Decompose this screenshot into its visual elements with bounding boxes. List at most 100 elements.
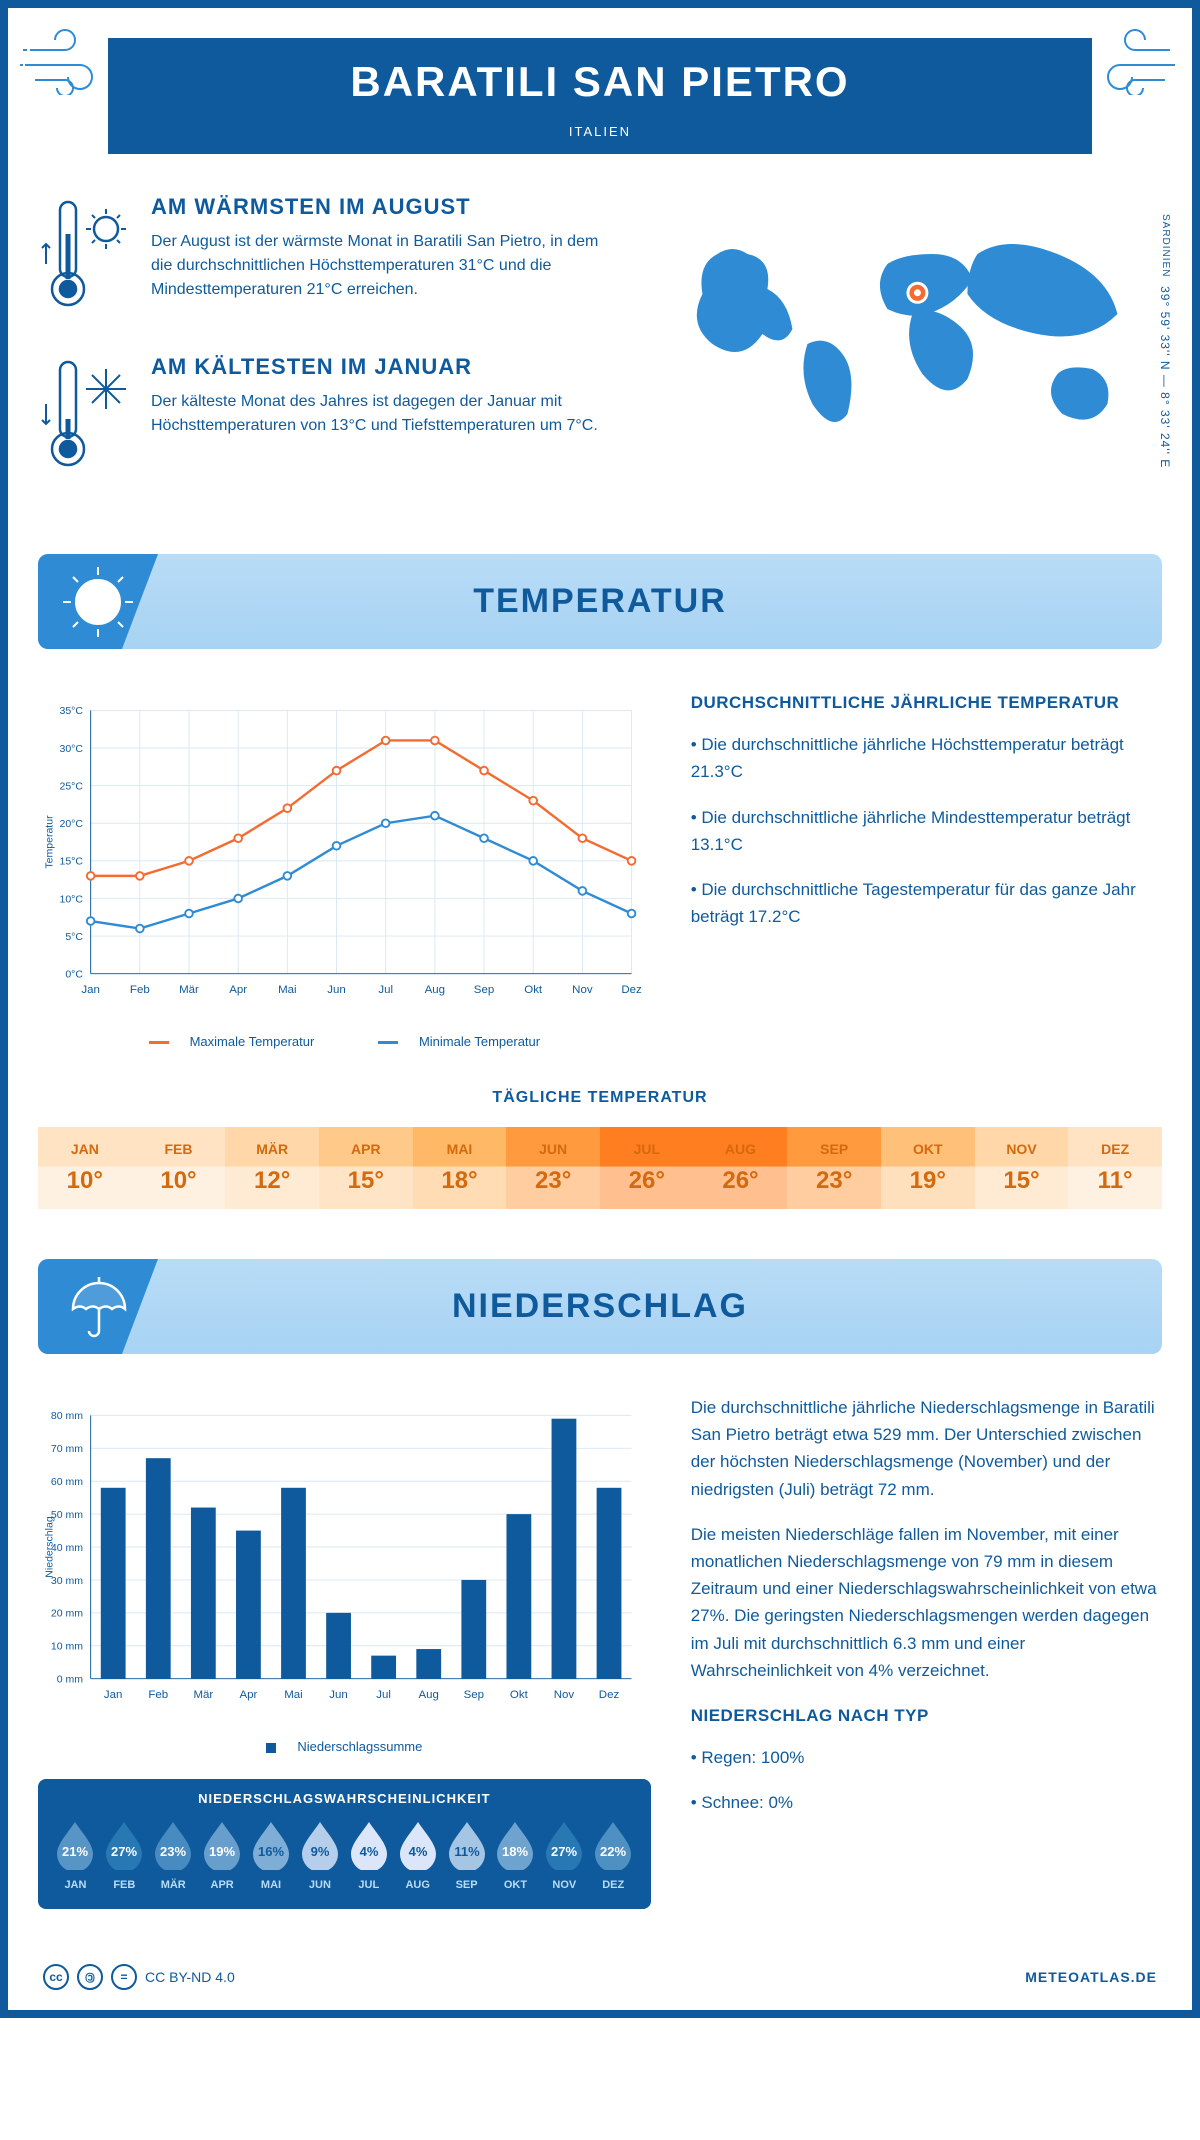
svg-text:Dez: Dez [621, 984, 642, 996]
svg-text:Mai: Mai [278, 984, 296, 996]
svg-text:10 mm: 10 mm [51, 1641, 83, 1653]
svg-text:16%: 16% [258, 1844, 284, 1859]
country-label: ITALIEN [108, 124, 1092, 139]
svg-text:Okt: Okt [510, 1689, 529, 1701]
umbrella-icon [38, 1259, 158, 1354]
svg-text:Aug: Aug [419, 1689, 439, 1701]
svg-text:Jun: Jun [329, 1689, 347, 1701]
world-map: SARDINIEN 39° 59' 33'' N — 8° 33' 24'' E [653, 194, 1162, 514]
svg-text:Feb: Feb [148, 1689, 168, 1701]
svg-text:15°C: 15°C [59, 856, 83, 868]
svg-text:23%: 23% [160, 1844, 186, 1859]
svg-text:20 mm: 20 mm [51, 1608, 83, 1620]
drop-cell: 27%FEB [102, 1818, 147, 1891]
daily-cell: FEB10° [132, 1127, 226, 1209]
precip-legend: Niederschlagssumme [38, 1739, 651, 1754]
svg-text:60 mm: 60 mm [51, 1476, 83, 1488]
temp-chart-legend: Maximale Temperatur Minimale Temperatur [38, 1034, 651, 1049]
drop-cell: 4%JUL [346, 1818, 391, 1891]
wind-icon-right [1080, 25, 1180, 95]
svg-text:40 mm: 40 mm [51, 1542, 83, 1554]
svg-text:80 mm: 80 mm [51, 1410, 83, 1422]
drop-cell: 16%MAI [249, 1818, 294, 1891]
svg-text:Dez: Dez [599, 1689, 620, 1701]
svg-text:Jan: Jan [104, 1689, 123, 1701]
svg-text:22%: 22% [600, 1844, 626, 1859]
daily-cell: MAI18° [413, 1127, 507, 1209]
svg-text:Apr: Apr [229, 984, 247, 996]
temp-text-title: DURCHSCHNITTLICHE JÄHRLICHE TEMPERATUR [691, 689, 1162, 716]
daily-cell: AUG26° [694, 1127, 788, 1209]
temperature-line-chart: 0°C5°C10°C15°C20°C25°C30°C35°CJanFebMärA… [38, 689, 651, 1049]
warmest-text: Der August ist der wärmste Monat in Bara… [151, 230, 623, 302]
daily-cell: DEZ11° [1068, 1127, 1162, 1209]
svg-text:Apr: Apr [239, 1689, 257, 1701]
svg-text:20°C: 20°C [59, 818, 83, 830]
svg-text:Jul: Jul [376, 1689, 391, 1701]
svg-text:Jan: Jan [81, 984, 99, 996]
drop-cell: 21%JAN [53, 1818, 98, 1891]
svg-text:70 mm: 70 mm [51, 1443, 83, 1455]
svg-text:Aug: Aug [425, 984, 445, 996]
svg-text:9%: 9% [310, 1844, 329, 1859]
precip-type-title: NIEDERSCHLAG NACH TYP [691, 1702, 1162, 1729]
precip-probability-panel: NIEDERSCHLAGSWAHRSCHEINLICHKEIT 21%JAN27… [38, 1779, 651, 1909]
svg-text:Mär: Mär [193, 1689, 213, 1701]
daily-cell: JUN23° [506, 1127, 600, 1209]
coordinates: SARDINIEN 39° 59' 33'' N — 8° 33' 24'' E [1158, 214, 1172, 468]
daily-cell: APR15° [319, 1127, 413, 1209]
intro-row: AM WÄRMSTEN IM AUGUST Der August ist der… [38, 194, 1162, 514]
svg-text:50 mm: 50 mm [51, 1509, 83, 1521]
brand-label: METEOATLAS.DE [1025, 1969, 1157, 1985]
temp-section-header: TEMPERATUR [38, 554, 1162, 649]
warmest-fact: AM WÄRMSTEN IM AUGUST Der August ist der… [38, 194, 623, 319]
wind-icon-left [20, 25, 120, 95]
coldest-text: Der kälteste Monat des Jahres ist dagege… [151, 390, 623, 438]
daily-cell: JUL26° [600, 1127, 694, 1209]
precip-para1: Die durchschnittliche jährliche Niedersc… [691, 1394, 1162, 1503]
svg-text:Sep: Sep [474, 984, 494, 996]
drop-cell: 4%AUG [395, 1818, 440, 1891]
svg-text:Jul: Jul [378, 984, 393, 996]
drop-cell: 27%NOV [542, 1818, 587, 1891]
svg-text:Nov: Nov [572, 984, 593, 996]
header-banner: BARATILI SAN PIETRO ITALIEN [108, 38, 1092, 154]
precipitation-bar-chart: 0 mm10 mm20 mm30 mm40 mm50 mm60 mm70 mm8… [38, 1394, 651, 1754]
drop-cell: 18%OKT [493, 1818, 538, 1891]
drop-cell: 9%JUN [297, 1818, 342, 1891]
coldest-fact: AM KÄLTESTEN IM JANUAR Der kälteste Mona… [38, 354, 623, 479]
svg-text:Okt: Okt [524, 984, 543, 996]
svg-text:18%: 18% [502, 1844, 528, 1859]
license-label: CC BY-ND 4.0 [145, 1969, 235, 1985]
drop-cell: 23%MÄR [151, 1818, 196, 1891]
thermometer-cold-icon [38, 354, 133, 479]
daily-cell: OKT19° [881, 1127, 975, 1209]
svg-text:4%: 4% [408, 1844, 427, 1859]
sun-icon [38, 554, 158, 649]
svg-text:27%: 27% [111, 1844, 137, 1859]
thermometer-hot-icon [38, 194, 133, 319]
temp-bullet: • Die durchschnittliche jährliche Höchst… [691, 731, 1162, 785]
svg-text:30 mm: 30 mm [51, 1575, 83, 1587]
precip-type-bullet: • Regen: 100% [691, 1744, 1162, 1771]
precip-prob-title: NIEDERSCHLAGSWAHRSCHEINLICHKEIT [53, 1791, 636, 1806]
precip-para2: Die meisten Niederschläge fallen im Nove… [691, 1521, 1162, 1684]
daily-cell: MÄR12° [225, 1127, 319, 1209]
daily-temp-grid: JAN10°FEB10°MÄR12°APR15°MAI18°JUN23°JUL2… [38, 1127, 1162, 1209]
daily-temp-title: TÄGLICHE TEMPERATUR [38, 1089, 1162, 1107]
cc-icon: cc [43, 1964, 69, 1990]
daily-cell: SEP23° [787, 1127, 881, 1209]
precip-section-header: NIEDERSCHLAG [38, 1259, 1162, 1354]
svg-text:27%: 27% [551, 1844, 577, 1859]
svg-text:Mai: Mai [284, 1689, 302, 1701]
svg-text:4%: 4% [359, 1844, 378, 1859]
svg-text:5°C: 5°C [65, 931, 83, 943]
svg-text:Sep: Sep [464, 1689, 484, 1701]
svg-text:Feb: Feb [130, 984, 150, 996]
nd-icon: = [111, 1964, 137, 1990]
coldest-title: AM KÄLTESTEN IM JANUAR [151, 354, 623, 380]
page-frame: BARATILI SAN PIETRO ITALIEN AM WÄRMSTEN … [0, 0, 1200, 2018]
drop-cell: 19%APR [200, 1818, 245, 1891]
by-icon: 🄯 [77, 1964, 103, 1990]
temp-bullet: • Die durchschnittliche jährliche Mindes… [691, 804, 1162, 858]
